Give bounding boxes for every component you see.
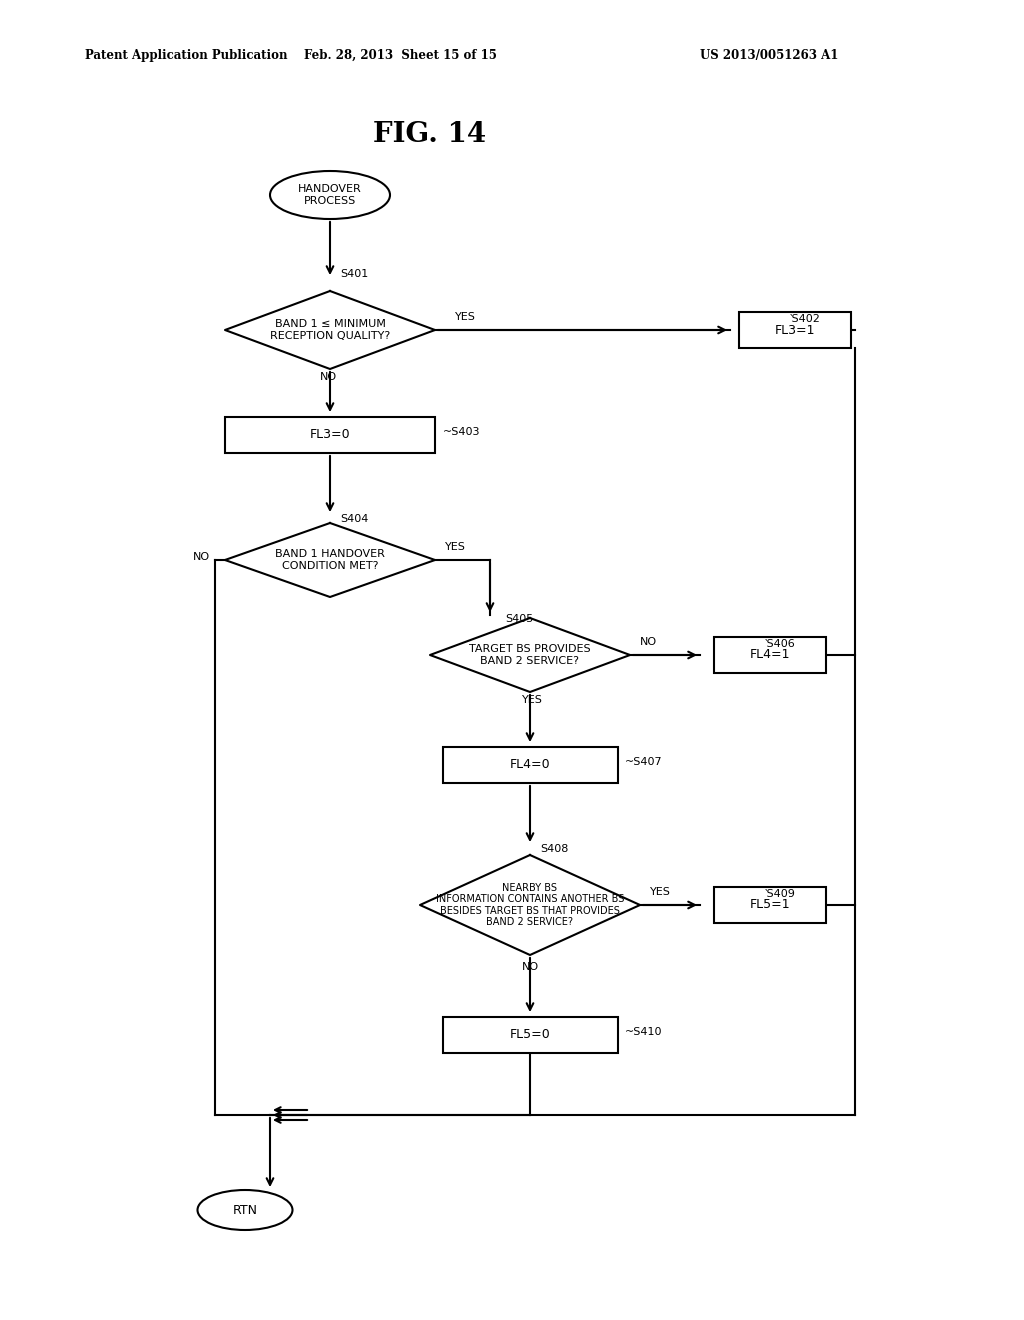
Text: YES: YES	[455, 312, 476, 322]
Text: ~S410: ~S410	[625, 1027, 663, 1038]
Text: ~S407: ~S407	[625, 756, 663, 767]
Text: YES: YES	[445, 543, 466, 552]
Text: NO: NO	[193, 552, 210, 562]
Text: FL4=1: FL4=1	[750, 648, 791, 661]
Ellipse shape	[270, 172, 390, 219]
Polygon shape	[420, 855, 640, 954]
Text: FL5=0: FL5=0	[510, 1028, 550, 1041]
Text: FL3=1: FL3=1	[775, 323, 815, 337]
Text: FL5=1: FL5=1	[750, 899, 791, 912]
Text: YES: YES	[650, 887, 671, 898]
Text: ‵S402: ‵S402	[790, 314, 821, 323]
Text: FL3=0: FL3=0	[309, 429, 350, 441]
Polygon shape	[430, 618, 630, 692]
Bar	[714, 638, 826, 673]
Bar	[442, 747, 617, 783]
Text: NO: NO	[640, 638, 657, 647]
Text: BAND 1 HANDOVER
CONDITION MET?: BAND 1 HANDOVER CONDITION MET?	[275, 549, 385, 570]
Text: ‵S409: ‵S409	[765, 888, 796, 899]
Text: YES: YES	[522, 696, 543, 705]
Text: HANDOVER
PROCESS: HANDOVER PROCESS	[298, 185, 361, 206]
Text: NO: NO	[319, 372, 337, 381]
Text: NO: NO	[522, 962, 539, 972]
Text: ‵S406: ‵S406	[765, 639, 796, 649]
Text: ~S403: ~S403	[443, 426, 480, 437]
Text: S404: S404	[340, 513, 369, 524]
Text: RTN: RTN	[232, 1204, 257, 1217]
Polygon shape	[225, 290, 435, 370]
Text: FIG. 14: FIG. 14	[374, 121, 486, 149]
Text: BAND 1 ≤ MINIMUM
RECEPTION QUALITY?: BAND 1 ≤ MINIMUM RECEPTION QUALITY?	[270, 319, 390, 341]
Bar	[739, 312, 851, 348]
Text: S405: S405	[505, 614, 534, 624]
Bar	[442, 1016, 617, 1053]
Ellipse shape	[198, 1191, 293, 1230]
Text: US 2013/0051263 A1: US 2013/0051263 A1	[700, 49, 839, 62]
Polygon shape	[225, 523, 435, 597]
Bar	[714, 887, 826, 923]
Text: FL4=0: FL4=0	[510, 759, 550, 771]
Text: Patent Application Publication: Patent Application Publication	[85, 49, 288, 62]
Text: Feb. 28, 2013  Sheet 15 of 15: Feb. 28, 2013 Sheet 15 of 15	[303, 49, 497, 62]
Text: TARGET BS PROVIDES
BAND 2 SERVICE?: TARGET BS PROVIDES BAND 2 SERVICE?	[469, 644, 591, 665]
Bar	[225, 417, 435, 453]
Text: S408: S408	[540, 843, 568, 854]
Text: NEARBY BS
INFORMATION CONTAINS ANOTHER BS
BESIDES TARGET BS THAT PROVIDES
BAND 2: NEARBY BS INFORMATION CONTAINS ANOTHER B…	[436, 883, 625, 928]
Text: S401: S401	[340, 269, 369, 279]
